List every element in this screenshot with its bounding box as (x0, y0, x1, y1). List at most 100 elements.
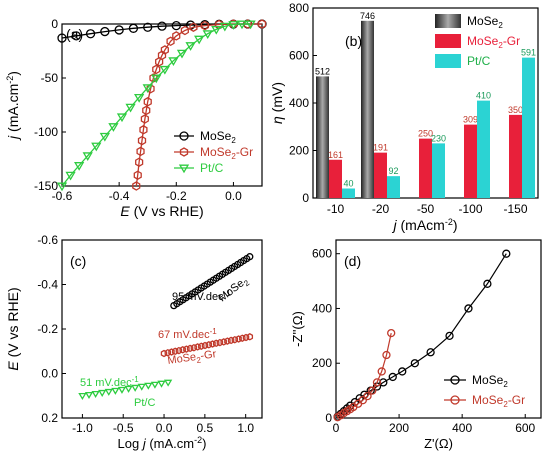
panel-c-point (246, 333, 254, 341)
panel-b-bar-label: 512 (315, 66, 330, 76)
panel-a-xlabel: E (V vs RHE) (120, 203, 203, 219)
panel-a-point (157, 21, 167, 31)
panel-b-ytick-label: 600 (289, 49, 309, 63)
panel-d-point (502, 249, 511, 258)
panel-a-ylabel-end: ) (5, 71, 21, 76)
panel-a-point (236, 20, 248, 30)
panel-a-legend-label: MoSe2-Gr (200, 145, 253, 161)
panel-c-point (239, 334, 246, 342)
panel-a-point (143, 22, 153, 32)
panel-a-point (257, 19, 267, 29)
panel-a-point (228, 21, 239, 30)
panel-b-legend-label: MoSe2 (467, 14, 503, 30)
panel-d-point (388, 372, 397, 382)
panel-d-point (372, 378, 382, 387)
panel-c-point (111, 387, 120, 395)
panel-c-slope-sup: -1 (224, 289, 232, 298)
panel-a-point (135, 157, 144, 167)
panel-a-ylabel-rest: (mA.cm (5, 84, 21, 136)
panel-c-point (209, 340, 216, 348)
panel-a-point (56, 182, 68, 192)
panel-b-bar-label: 350 (508, 105, 523, 115)
panel-b-bar (374, 152, 387, 198)
panel-a-point (155, 57, 164, 67)
panel-b-bar (509, 114, 522, 198)
panel-a-point (219, 22, 230, 32)
panel-a-point (132, 181, 141, 191)
panel-d-legend-sub: 2 (503, 400, 508, 409)
panel-b-xlabel-rest: (mAcm (397, 217, 445, 233)
panel-c-point (198, 342, 205, 350)
panel-c-ytick-label: 0.0 (41, 367, 58, 381)
panel-c-point (157, 380, 166, 388)
panel-b-tag: (b) (345, 33, 362, 49)
panel-a-point (243, 19, 252, 29)
panel-c-point (150, 381, 160, 389)
panel-b-xlabel-end: ) (453, 217, 458, 233)
panel-a-point (134, 93, 145, 103)
panel-c-tag: (c) (70, 253, 86, 269)
panel-b-bar (342, 188, 355, 198)
panel-b-bar-label: 746 (360, 11, 375, 21)
panel-a-legend-name: MoSe (200, 129, 232, 143)
panel-a-legend-rest: -Gr (236, 145, 253, 159)
panel-d-ytick-label: 600 (312, 247, 332, 261)
panel-b-bar (361, 20, 374, 199)
panel-a-xtick-label: -0.2 (166, 189, 187, 203)
panel-c-point (171, 347, 179, 356)
panel-b-bar (316, 76, 329, 198)
panel-b-ylabel: η (mV) (269, 82, 285, 124)
panel-a-point (146, 84, 155, 94)
panel-a-point (172, 31, 181, 41)
panel-a-point (137, 135, 147, 146)
panel-c-xlabel-sup: -2 (194, 435, 202, 445)
panel-c-series-name: Pt/C (134, 397, 155, 409)
panel-c-slope-label: 67 mV.dec-1 (158, 327, 217, 341)
panel-b-bar (329, 159, 342, 198)
panel-a-point (160, 45, 169, 55)
panel-b-bar-label: 191 (373, 143, 388, 153)
panel-a-legend-sub: 2 (231, 136, 236, 145)
panel-d-point (398, 367, 407, 376)
panel-d-point (387, 328, 396, 338)
panel-c-ytick-label: -0.6 (37, 233, 58, 247)
panel-c-point (183, 345, 190, 353)
panel-c-slope-main: 95 mV.dec (172, 291, 224, 303)
panel-d-ytick-label: 200 (312, 356, 332, 370)
panel-d-xtick-label: 600 (515, 421, 535, 435)
panel-a-tag: (a) (66, 26, 83, 42)
panel-c-xlabel-main: Log (118, 436, 143, 451)
panel-a-point (91, 142, 102, 152)
panel-c-slope-label: 51 mV.dec-1 (80, 375, 139, 389)
panel-b-legend-name: Pt/C (467, 54, 491, 68)
panel-a-ytick-label: -50 (41, 71, 59, 85)
panel-c-point (246, 253, 254, 261)
panel-a-point (116, 113, 128, 123)
panel-c-point (224, 337, 231, 345)
panel-c-xlabel-ital: j (141, 436, 147, 451)
panel-c-point (104, 388, 113, 396)
panel-d-point (358, 396, 367, 405)
panel-a-legend-marker (179, 131, 189, 141)
panel-c-point (117, 386, 127, 394)
panel-c-point (212, 339, 220, 348)
panel-d-legend-name: MoSe (472, 393, 504, 407)
panel-b-bar-label: 92 (388, 166, 398, 176)
panel-a-xtick-label: 0.0 (225, 189, 242, 203)
panel-c-point (124, 385, 133, 393)
panel-b-ytick-label: 400 (289, 96, 309, 110)
panel-c-point (84, 391, 94, 400)
panel-c-point (163, 379, 173, 387)
panel-b-category-label: -50 (417, 202, 435, 216)
panel-a-point (189, 22, 198, 32)
panel-a-point (185, 42, 196, 51)
panel-d-point (410, 359, 419, 368)
panel-d-xlabel: Z'(Ω) (424, 436, 453, 451)
panel-d-point (379, 378, 388, 387)
panel-a-point (180, 25, 189, 36)
panel-a-point (245, 20, 256, 30)
panel-a-legend-label: Pt/C (200, 161, 224, 175)
panel-a-point (194, 35, 205, 45)
panel-c-point (201, 341, 209, 350)
panel-a-point (202, 30, 213, 40)
